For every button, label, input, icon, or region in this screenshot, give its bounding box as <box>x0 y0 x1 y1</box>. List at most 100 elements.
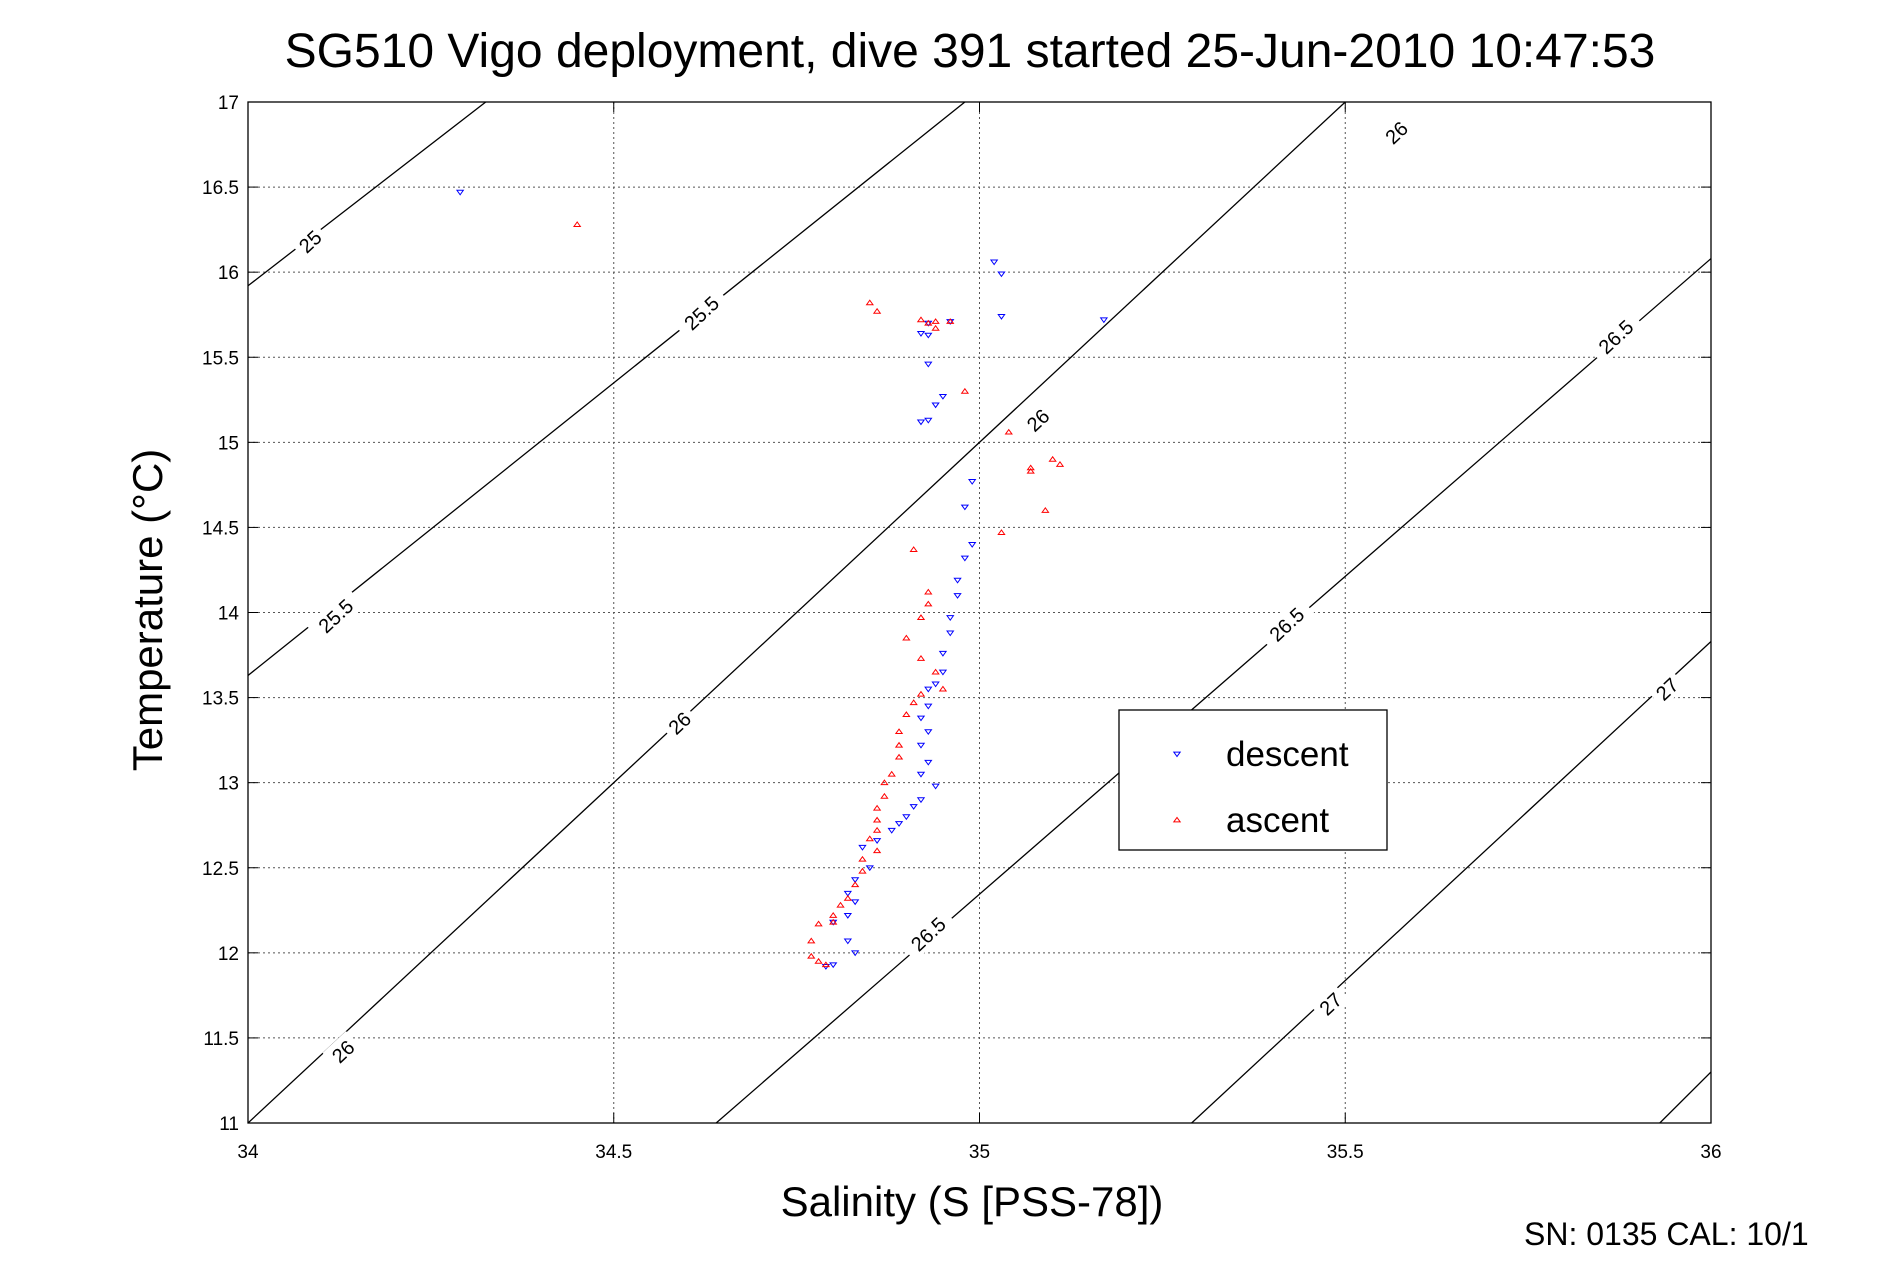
ascent-point <box>880 792 889 799</box>
y-tick-label: 14.5 <box>202 518 239 539</box>
descent-point <box>997 313 1006 320</box>
y-tick-label: 17 <box>218 93 239 114</box>
descent-point <box>931 681 940 688</box>
contour-label-bg <box>1586 308 1644 364</box>
ascent-point <box>938 685 948 692</box>
contour-label-bg <box>898 905 957 962</box>
ascent-point <box>909 699 918 706</box>
ascent-series <box>573 221 1065 968</box>
descent-point <box>924 703 933 710</box>
descent-point <box>953 593 962 599</box>
descent-point <box>924 332 933 339</box>
legend-label-descent: descent <box>1226 735 1349 774</box>
x-tick-label: 34 <box>237 1142 259 1163</box>
ascent-point <box>931 668 940 675</box>
descent-point <box>989 259 999 266</box>
ascent-point <box>829 918 838 925</box>
ascent-point <box>931 324 940 331</box>
contour-label-group: 25.5 <box>306 587 364 644</box>
contour-label-bg <box>659 702 699 743</box>
contour-line <box>1659 1071 1711 1123</box>
descent-point <box>865 865 874 872</box>
descent-point <box>916 771 926 778</box>
ascent-point <box>902 634 911 641</box>
descent-point <box>924 686 933 693</box>
x-axis-label: Salinity (S [PSS-78]) <box>781 1178 1164 1225</box>
contour-label-group: 26 <box>1375 112 1416 152</box>
ascent-point <box>894 741 904 748</box>
ascent-point <box>1004 428 1013 435</box>
contour-line <box>715 258 1711 1123</box>
legend-box <box>1118 709 1388 851</box>
descent-point <box>843 890 853 897</box>
contour-label-group: 26.5 <box>1586 308 1644 364</box>
contour-line <box>1191 640 1711 1123</box>
y-tick-label: 14 <box>218 604 240 625</box>
descent-point <box>960 504 970 511</box>
y-tick-label: 11 <box>219 1114 239 1135</box>
ascent-point <box>887 770 896 777</box>
ascent-point <box>858 855 867 862</box>
descent-point <box>916 742 926 749</box>
contour-line <box>248 102 487 287</box>
ascent-point <box>872 804 882 811</box>
ascent-point <box>916 614 926 621</box>
ascent-point <box>850 881 860 888</box>
descent-point <box>843 912 853 919</box>
ascent-point <box>894 728 904 735</box>
descent-point <box>916 797 926 804</box>
contour-label-group: 27 <box>1310 983 1350 1023</box>
chart-title: SG510 Vigo deployment, dive 391 started … <box>285 25 1656 78</box>
ascent-point <box>946 318 955 324</box>
descent-point <box>894 821 904 827</box>
descent-point <box>938 669 948 676</box>
descent-point <box>916 715 926 722</box>
ascent-point <box>807 952 816 959</box>
contour-label-group: 26 <box>322 1031 363 1071</box>
y-tick-label: 12.5 <box>202 859 239 880</box>
y-tick-label: 16.5 <box>202 178 239 199</box>
descent-point <box>455 189 465 196</box>
y-tick-label: 15.5 <box>202 348 239 369</box>
ascent-point <box>872 816 882 823</box>
ascent-point <box>916 690 926 697</box>
contour-label-bg <box>322 1031 363 1071</box>
contour-label-bg <box>1646 668 1687 709</box>
descent-point <box>968 542 977 548</box>
contour-label-group: 26 <box>1017 399 1058 440</box>
ascent-point <box>814 920 823 927</box>
descent-point <box>850 899 860 906</box>
descent-point <box>938 650 948 657</box>
x-tick-label: 34.5 <box>595 1142 632 1163</box>
descent-point <box>909 804 918 810</box>
descent-point <box>829 962 838 969</box>
ascent-point <box>960 387 970 394</box>
ascent-point <box>1026 467 1035 474</box>
ascent-point <box>880 779 889 786</box>
density-contours <box>248 102 1711 1123</box>
ascent-point <box>1026 464 1035 471</box>
ascent-point <box>924 600 933 607</box>
y-tick-label: 13 <box>218 774 239 795</box>
descent-point <box>872 838 882 844</box>
descent-point <box>931 402 940 409</box>
contour-label-bg <box>289 221 330 261</box>
contour-line <box>248 102 966 676</box>
descent-point <box>946 615 955 622</box>
contour-label-bg <box>1310 983 1350 1023</box>
y-tick-label: 15 <box>218 433 239 454</box>
y-axis-label: Temperature (°C) <box>124 449 171 772</box>
ascent-point <box>1041 506 1050 513</box>
descent-point <box>953 577 962 584</box>
contour-line <box>248 102 1346 1123</box>
ascent-point <box>836 901 845 908</box>
descent-point <box>924 729 933 736</box>
contour-label-group: 27 <box>1646 668 1687 709</box>
descent-point <box>843 938 853 945</box>
ascent-point <box>997 529 1006 535</box>
legend-label-ascent: ascent <box>1226 801 1329 840</box>
descent-point <box>916 331 926 337</box>
contour-label-group: 25.5 <box>672 284 730 341</box>
